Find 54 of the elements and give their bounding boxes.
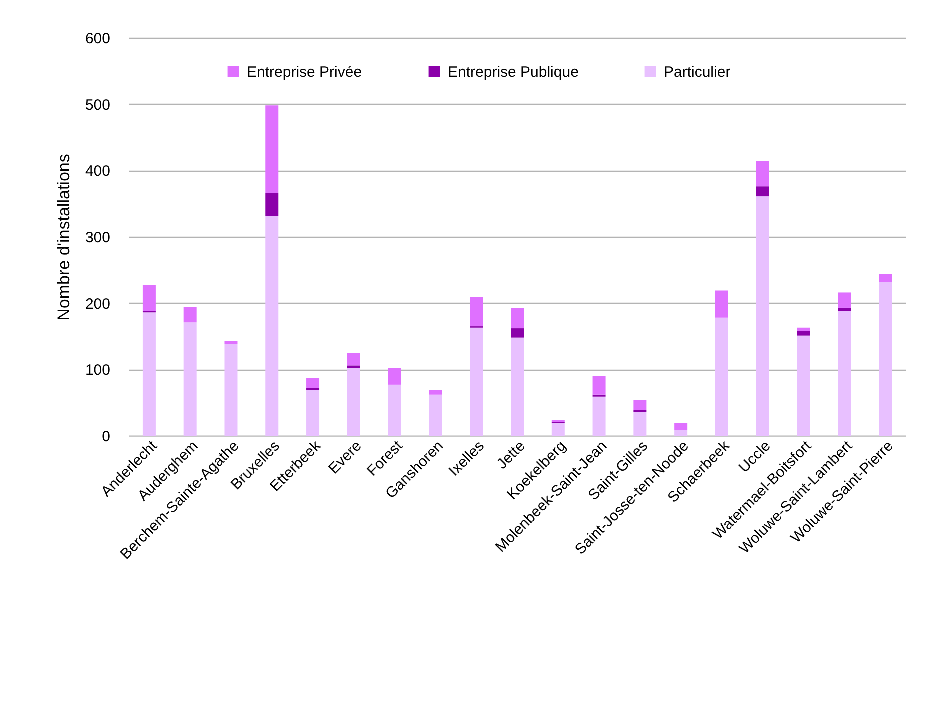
bar	[715, 318, 728, 436]
bar	[838, 311, 852, 436]
bar	[347, 353, 360, 366]
bar	[756, 196, 770, 436]
bar	[142, 285, 156, 312]
bar	[306, 378, 320, 388]
legend-label: Particulier	[664, 64, 731, 81]
bar	[838, 292, 852, 308]
bar	[634, 412, 647, 436]
y-tick-label: 300	[85, 230, 110, 246]
legend-label: Entreprise Privée	[247, 64, 362, 81]
bar	[879, 282, 892, 436]
bar	[266, 216, 279, 436]
bar	[388, 384, 402, 436]
bar	[184, 307, 197, 323]
bar	[142, 312, 156, 436]
bar	[879, 274, 892, 282]
bar	[592, 376, 606, 395]
y-tick-label: 200	[85, 296, 110, 313]
bar	[224, 344, 238, 436]
bar	[388, 368, 402, 385]
y-tick-label: 400	[85, 163, 110, 180]
bar	[511, 308, 524, 329]
bar	[674, 423, 688, 430]
y-tick-label: 600	[85, 30, 110, 48]
bar	[224, 341, 238, 344]
bar	[756, 161, 770, 187]
bar	[674, 430, 688, 436]
bar	[306, 390, 320, 436]
bar	[266, 106, 279, 194]
bar	[715, 290, 728, 318]
bar	[552, 423, 565, 436]
bar	[592, 396, 606, 436]
bar	[634, 400, 647, 410]
bar	[470, 328, 484, 436]
bar	[470, 297, 484, 327]
bar	[429, 390, 442, 395]
bar	[838, 308, 852, 312]
bar	[797, 336, 810, 436]
bar	[184, 322, 197, 436]
bar	[797, 328, 810, 332]
bar	[756, 186, 770, 197]
y-tick-label: 500	[85, 96, 110, 114]
bar	[511, 338, 524, 436]
bar	[797, 331, 810, 336]
bar	[266, 193, 279, 216]
bar	[347, 368, 360, 436]
y-tick-label: 100	[85, 362, 110, 380]
y-tick-label: 0	[102, 428, 110, 446]
bar	[511, 328, 524, 338]
legend-label: Entreprise Publique	[448, 64, 579, 81]
y-axis-title: Nombre d'installations	[54, 154, 74, 321]
bar	[429, 394, 442, 436]
bar	[347, 366, 360, 368]
